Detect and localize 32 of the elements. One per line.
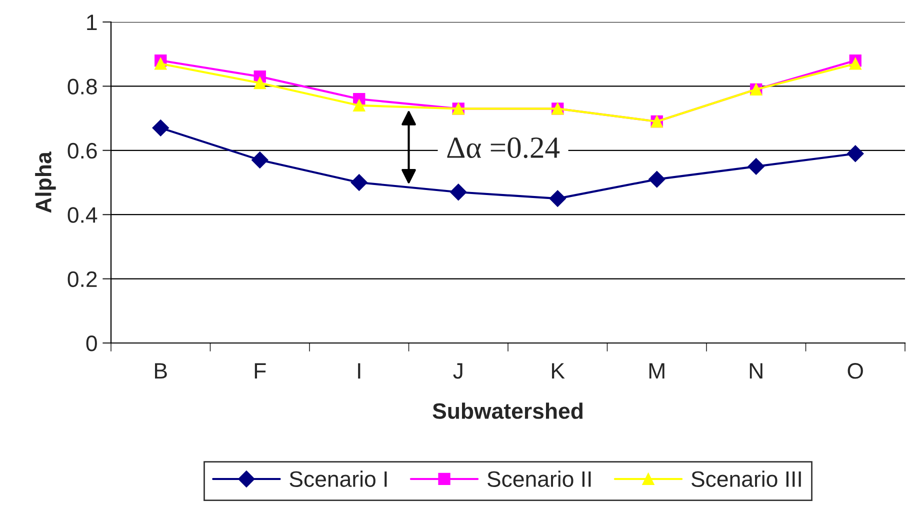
point (450, 184, 467, 201)
y-axis-title: Alpha (35, 151, 56, 213)
point (350, 174, 368, 191)
x-tick-label: N (750, 363, 762, 379)
y-tick-label: 0.8 (68, 78, 97, 94)
legend-label: Scenario I (290, 470, 387, 487)
y-tick-label: 0.2 (68, 271, 97, 288)
x-tick-label: I (358, 363, 360, 379)
y-tick-label: 1 (87, 14, 97, 30)
x-tick-label: J (453, 363, 462, 379)
point (849, 58, 862, 70)
point (549, 190, 566, 207)
x-tick-label: M (649, 363, 664, 379)
point (254, 76, 266, 90)
y-tick-label: 0 (86, 336, 97, 352)
point (252, 152, 268, 168)
x-tick-label: F (254, 363, 266, 379)
point (847, 145, 864, 162)
annotation: Δα =0.24 (447, 137, 560, 158)
x-tick-label: O (848, 363, 863, 379)
point (154, 58, 167, 70)
x-tick-label: B (155, 363, 167, 379)
legend-label: Scenario III (692, 470, 801, 487)
point (152, 120, 169, 136)
point (353, 99, 366, 112)
y-tick-label: 0.6 (68, 142, 97, 159)
y-tick-label: 0.4 (68, 207, 98, 223)
x-tick-label: K (552, 363, 565, 379)
legend-label: Scenario II (488, 470, 591, 487)
point (648, 170, 666, 188)
point (748, 158, 764, 175)
x-axis-title: Subwatershed (432, 402, 582, 419)
